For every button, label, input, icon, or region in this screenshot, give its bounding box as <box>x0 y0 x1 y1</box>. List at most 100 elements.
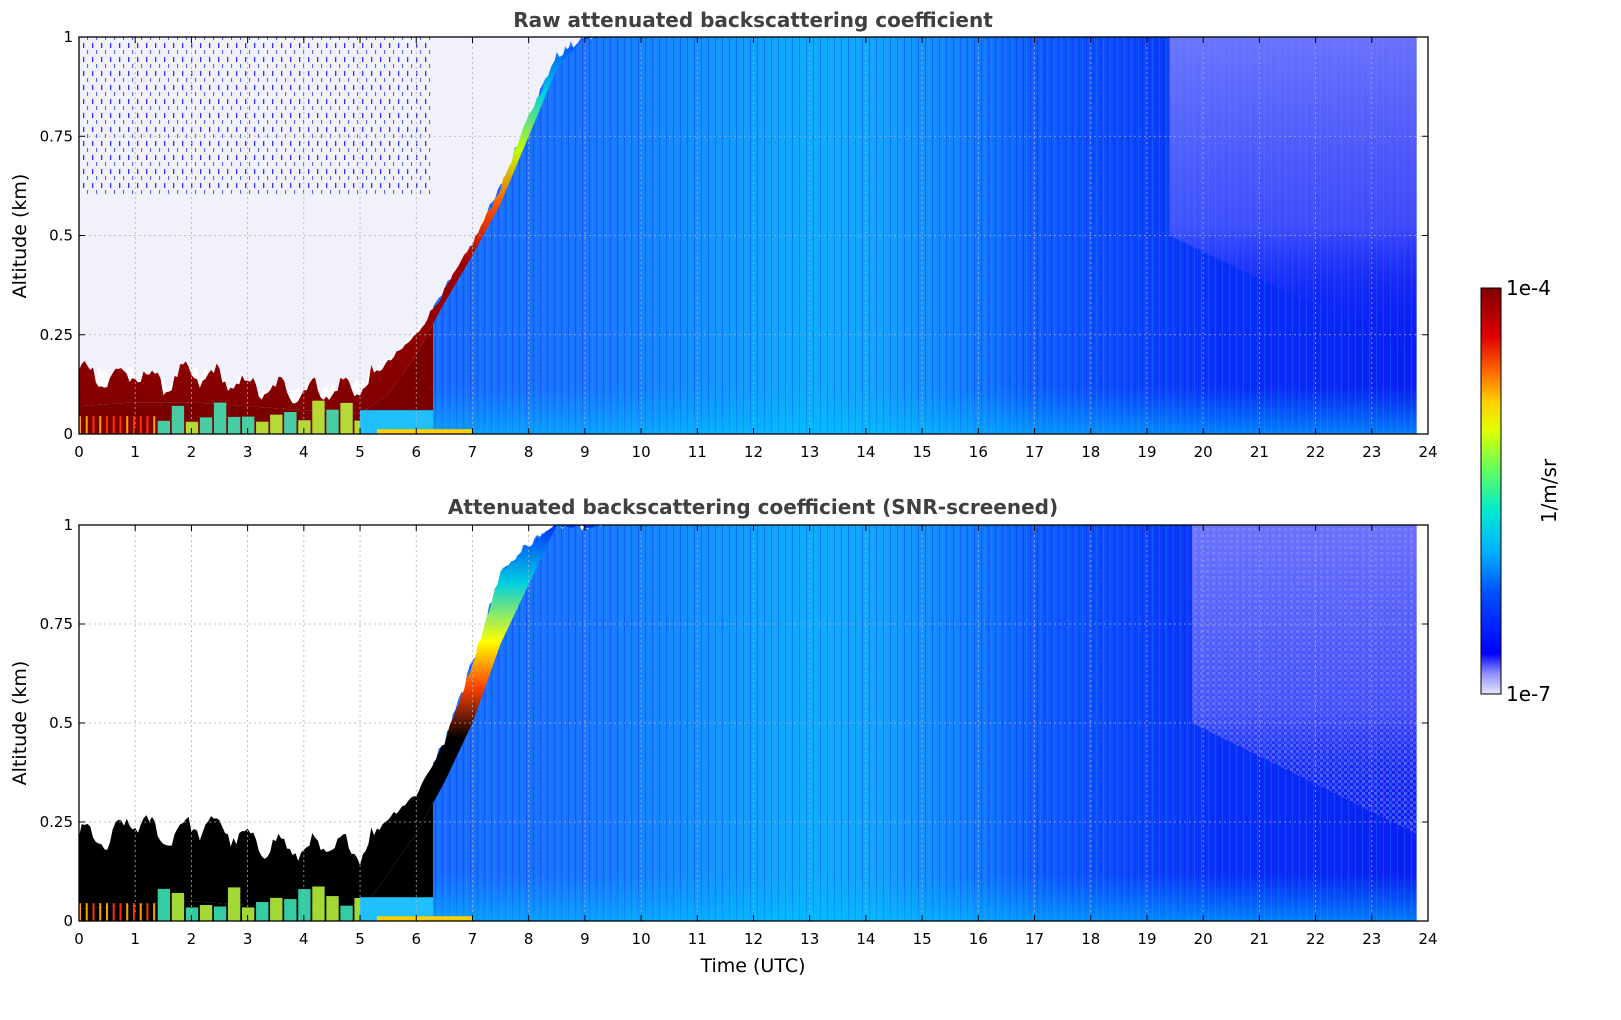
surface-spike <box>92 903 94 921</box>
surface-spike <box>153 903 155 921</box>
chart-title: Raw attenuated backscattering coefficien… <box>513 8 993 32</box>
y-tick-label: 1 <box>63 516 73 534</box>
x-tick-label: 3 <box>243 930 253 948</box>
x-tick-label: 16 <box>969 443 988 461</box>
x-tick-label: 2 <box>187 930 197 948</box>
panel-raw: Raw attenuated backscattering coefficien… <box>9 8 1438 461</box>
surface-pocket <box>270 898 282 921</box>
y-tick-label: 0.75 <box>40 615 73 633</box>
x-tick-label: 5 <box>355 443 365 461</box>
surface-pocket <box>200 417 212 434</box>
surface-spike <box>119 903 121 921</box>
colorbar-unit-label: 1/m/sr <box>1537 458 1561 523</box>
x-tick-label: 9 <box>580 443 590 461</box>
surface-spike <box>133 416 135 434</box>
x-tick-label: 8 <box>524 930 534 948</box>
colorbar: 1e-4 1e-7 1/m/sr <box>1481 276 1561 706</box>
surface-pocket <box>340 403 352 434</box>
x-axis-label: Time (UTC) <box>699 955 805 977</box>
surface-pocket <box>242 417 254 434</box>
surface-pocket <box>228 887 240 921</box>
x-tick-label: 21 <box>1250 443 1269 461</box>
x-tick-label: 19 <box>1137 930 1156 948</box>
x-tick-label: 4 <box>299 443 309 461</box>
x-tick-label: 18 <box>1081 443 1100 461</box>
surface-spike <box>113 903 115 921</box>
surface-spike <box>106 416 108 434</box>
x-tick-label: 23 <box>1362 930 1381 948</box>
surface-pocket <box>172 406 184 434</box>
x-tick-label: 7 <box>468 443 478 461</box>
surface-spike <box>146 416 148 434</box>
x-tick-label: 17 <box>1025 443 1044 461</box>
x-tick-label: 2 <box>187 443 197 461</box>
x-tick-label: 1 <box>130 443 140 461</box>
x-tick-label: 10 <box>632 443 651 461</box>
surface-spike <box>146 903 148 921</box>
y-tick-label: 0.75 <box>40 127 73 145</box>
surface-pocket <box>158 889 170 921</box>
x-tick-label: 19 <box>1137 443 1156 461</box>
y-tick-label: 0.25 <box>40 813 73 831</box>
x-tick-label: 21 <box>1250 930 1269 948</box>
x-tick-label: 15 <box>913 443 932 461</box>
x-tick-label: 23 <box>1362 443 1381 461</box>
surface-spike <box>99 416 101 434</box>
surface-spike <box>153 416 155 434</box>
surface-pocket <box>186 907 198 921</box>
x-tick-label: 16 <box>969 930 988 948</box>
x-tick-label: 6 <box>411 930 421 948</box>
surface-pocket <box>326 410 338 434</box>
x-tick-label: 11 <box>688 443 707 461</box>
near-ground-band <box>433 873 1417 921</box>
x-tick-label: 5 <box>355 930 365 948</box>
surface-spike <box>140 903 142 921</box>
x-tick-label: 14 <box>856 443 875 461</box>
colorbar-gradient <box>1481 288 1501 694</box>
surface-spike <box>126 903 128 921</box>
x-tick-label: 10 <box>632 930 651 948</box>
surface-pocket <box>228 417 240 434</box>
x-tick-label: 11 <box>688 930 707 948</box>
surface-spike <box>99 903 101 921</box>
x-tick-label: 22 <box>1306 930 1325 948</box>
surface-pocket <box>200 905 212 921</box>
x-tick-label: 7 <box>468 930 478 948</box>
surface-line <box>377 429 473 434</box>
x-tick-label: 14 <box>856 930 875 948</box>
surface-line <box>377 916 473 921</box>
surface-spike <box>126 416 128 434</box>
y-tick-label: 0.25 <box>40 326 73 344</box>
surface-pocket <box>298 889 310 921</box>
surface-spike <box>86 416 88 434</box>
x-tick-label: 0 <box>74 443 84 461</box>
surface-pocket <box>256 422 268 434</box>
surface-spike <box>113 416 115 434</box>
surface-spike <box>92 416 94 434</box>
surface-pocket <box>270 415 282 434</box>
x-tick-label: 12 <box>744 443 763 461</box>
chart-title: Attenuated backscattering coefficient (S… <box>448 495 1058 519</box>
x-tick-label: 22 <box>1306 443 1325 461</box>
surface-pocket <box>312 401 324 434</box>
surface-spike <box>119 416 121 434</box>
x-tick-label: 18 <box>1081 930 1100 948</box>
surface-pocket <box>284 899 296 921</box>
panel-screened: Attenuated backscattering coefficient (S… <box>9 495 1438 977</box>
x-tick-label: 15 <box>913 930 932 948</box>
y-axis-label: Altitude (km) <box>9 174 31 299</box>
x-tick-label: 17 <box>1025 930 1044 948</box>
surface-spike <box>86 903 88 921</box>
x-tick-label: 13 <box>800 443 819 461</box>
near-ground-band <box>433 386 1417 434</box>
surface-pocket <box>242 907 254 921</box>
colorbar-max-label: 1e-4 <box>1506 276 1551 300</box>
x-tick-label: 6 <box>411 443 421 461</box>
x-tick-label: 24 <box>1418 443 1437 461</box>
y-tick-label: 1 <box>63 28 73 46</box>
x-tick-label: 20 <box>1194 443 1213 461</box>
colorbar-min-label: 1e-7 <box>1506 682 1551 706</box>
x-tick-label: 3 <box>243 443 253 461</box>
x-tick-label: 20 <box>1194 930 1213 948</box>
